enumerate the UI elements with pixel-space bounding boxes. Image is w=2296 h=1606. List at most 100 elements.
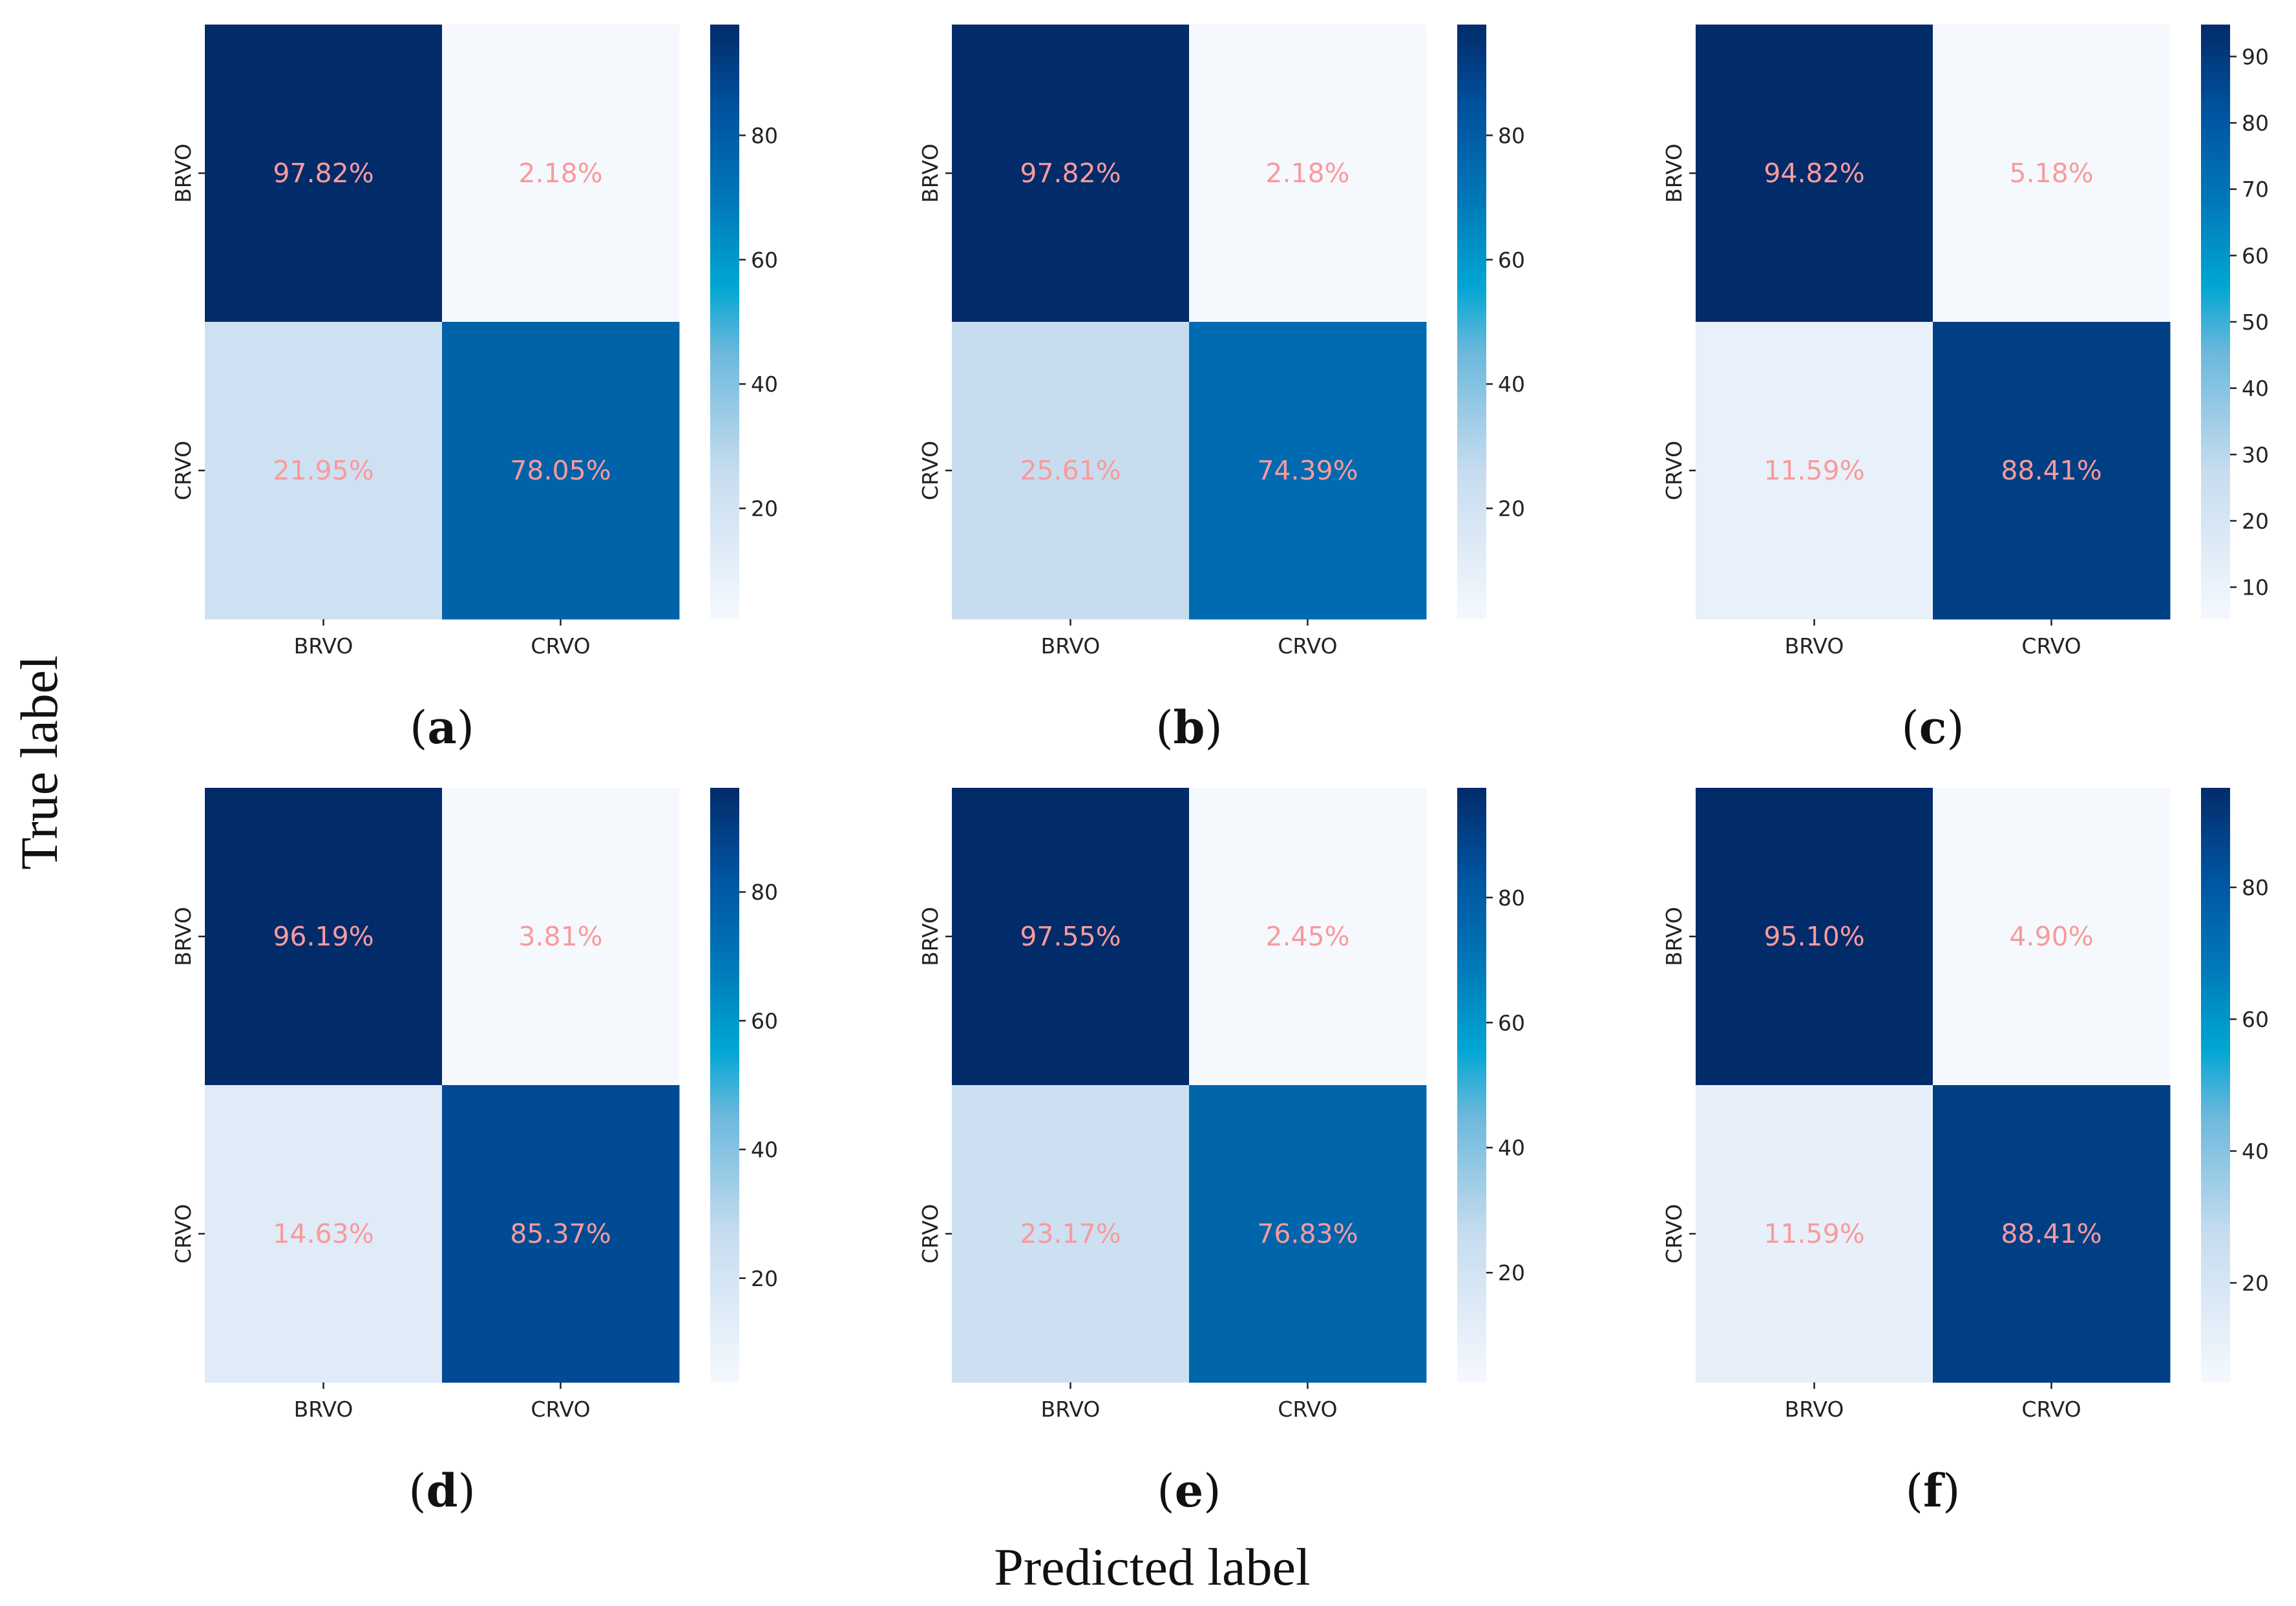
colorbar	[710, 788, 739, 1382]
y-tick-label: CRVO	[918, 441, 943, 500]
cell-annotation: 97.82%	[273, 158, 374, 189]
heatmap-cell	[1696, 322, 1933, 620]
colorbar-tick-label: 80	[1498, 123, 1525, 148]
heatmap-cell	[1696, 788, 1933, 1086]
x-tick-label: BRVO	[294, 633, 353, 659]
heatmap-cell	[205, 788, 443, 1086]
x-tick-label: CRVO	[531, 1397, 590, 1422]
heatmap-cell	[442, 25, 680, 322]
cell-annotation: 74.39%	[1257, 455, 1358, 486]
cell-annotation: 2.18%	[1265, 158, 1349, 189]
colorbar-tick-label: 60	[2242, 243, 2269, 268]
cell-annotation: 5.18%	[2009, 158, 2093, 189]
y-tick-label: BRVO	[918, 907, 943, 966]
heatmap-cell	[1933, 25, 2171, 322]
colorbar-tick-label: 20	[2242, 509, 2269, 534]
y-axis-label: True label	[10, 655, 68, 870]
colorbar-tick-label: 80	[2242, 875, 2269, 900]
panel-letter: b	[1174, 701, 1205, 754]
heatmap-cell	[952, 1085, 1190, 1383]
heatmap-cell	[1189, 322, 1427, 620]
cell-annotation: 88.41%	[2001, 1218, 2101, 1249]
cell-annotation: 14.63%	[273, 1218, 374, 1249]
panel-label: (c)	[1901, 701, 1964, 754]
x-tick-label: CRVO	[2021, 633, 2081, 659]
colorbar-tick-label: 20	[1498, 1260, 1525, 1285]
y-tick-label: BRVO	[918, 143, 943, 203]
colorbar	[2201, 788, 2230, 1382]
heatmap-cell	[205, 322, 443, 620]
heatmap-cell	[1189, 788, 1427, 1086]
cell-annotation: 78.05%	[510, 455, 611, 486]
panel-label: (a)	[410, 701, 474, 754]
heatmap-cell	[1933, 322, 2171, 620]
cell-annotation: 76.83%	[1257, 1218, 1358, 1249]
panel-label: (f)	[1906, 1464, 1961, 1517]
colorbar-tick-label: 10	[2242, 575, 2269, 600]
colorbar-tick-label: 60	[2242, 1007, 2269, 1032]
colorbar-tick-label: 20	[1498, 496, 1525, 522]
colorbar-tick-label: 20	[751, 1266, 778, 1291]
cell-annotation: 94.82%	[1764, 158, 1864, 189]
panel-letter: c	[1919, 701, 1947, 754]
heatmap-cell	[1933, 788, 2171, 1086]
panel-d: 96.19% 3.81% 14.63% 85.37% BRVO CRVO BRVO CRVO 2…	[171, 788, 778, 1517]
y-tick-label: CRVO	[171, 1204, 196, 1263]
heatmap-cell	[205, 25, 443, 322]
cell-annotation: 4.90%	[2009, 921, 2093, 952]
colorbar-tick-label: 80	[2242, 111, 2269, 136]
x-tick-label: BRVO	[1041, 1397, 1101, 1422]
cell-annotation: 11.59%	[1764, 1218, 1864, 1249]
cell-annotation: 11.59%	[1764, 455, 1864, 486]
colorbar-tick-label: 60	[751, 248, 778, 273]
heatmap-cell	[1189, 1085, 1427, 1383]
panel-e: 97.55% 2.45% 23.17% 76.83% BRVO CRVO BRVO CRVO 2…	[918, 788, 1525, 1517]
y-tick-label: BRVO	[1661, 907, 1687, 966]
colorbar-tick-label: 40	[1498, 1136, 1525, 1161]
x-tick-label: BRVO	[1785, 1397, 1844, 1422]
colorbar	[2201, 25, 2230, 619]
heatmap-cell	[205, 1085, 443, 1383]
colorbar	[1457, 788, 1486, 1382]
cell-annotation: 25.61%	[1020, 455, 1121, 486]
panel-label: (b)	[1155, 701, 1223, 754]
heatmap-cell	[952, 322, 1190, 620]
colorbar-tick-label: 70	[2242, 177, 2269, 202]
cell-annotation: 96.19%	[273, 921, 374, 952]
y-tick-label: CRVO	[918, 1204, 943, 1263]
x-tick-label: CRVO	[1278, 633, 1337, 659]
x-tick-label: CRVO	[2021, 1397, 2081, 1422]
colorbar	[1457, 25, 1486, 619]
colorbar-tick-label: 50	[2242, 310, 2269, 335]
heatmap-cell	[1933, 1085, 2171, 1383]
y-tick-label: BRVO	[171, 907, 196, 966]
panel-label: (d)	[408, 1464, 476, 1517]
y-tick-label: BRVO	[1661, 143, 1687, 203]
colorbar-tick-label: 20	[751, 496, 778, 522]
cell-annotation: 97.82%	[1020, 158, 1121, 189]
panel-b: 97.82% 2.18% 25.61% 74.39% BRVO CRVO BRVO CRVO 2…	[918, 25, 1525, 754]
cell-annotation: 21.95%	[273, 455, 374, 486]
cell-annotation: 23.17%	[1020, 1218, 1121, 1249]
heatmap-cell	[952, 25, 1190, 322]
y-tick-label: CRVO	[171, 441, 196, 500]
panel-c: 94.82% 5.18% 11.59% 88.41% BRVO CRVO BRVO CRVO 1…	[1661, 25, 2269, 754]
colorbar-tick-label: 40	[751, 372, 778, 397]
colorbar-tick-label: 40	[2242, 376, 2269, 401]
cell-annotation: 3.81%	[518, 921, 602, 952]
panel-letter: d	[427, 1464, 458, 1517]
heatmap-cell	[1696, 1085, 1933, 1383]
colorbar-tick-label: 80	[751, 123, 778, 148]
colorbar	[710, 25, 739, 619]
panel-letter: a	[427, 701, 456, 754]
y-tick-label: CRVO	[1661, 1204, 1687, 1263]
panel-f: 95.10% 4.90% 11.59% 88.41% BRVO CRVO BRVO CRVO 2…	[1661, 788, 2269, 1517]
x-tick-label: BRVO	[1785, 633, 1844, 659]
cell-annotation: 2.18%	[518, 158, 602, 189]
colorbar-tick-label: 20	[2242, 1271, 2269, 1296]
cell-annotation: 88.41%	[2001, 455, 2101, 486]
heatmap-cell	[952, 788, 1190, 1086]
x-tick-label: BRVO	[1041, 633, 1101, 659]
heatmap-cell	[442, 322, 680, 620]
